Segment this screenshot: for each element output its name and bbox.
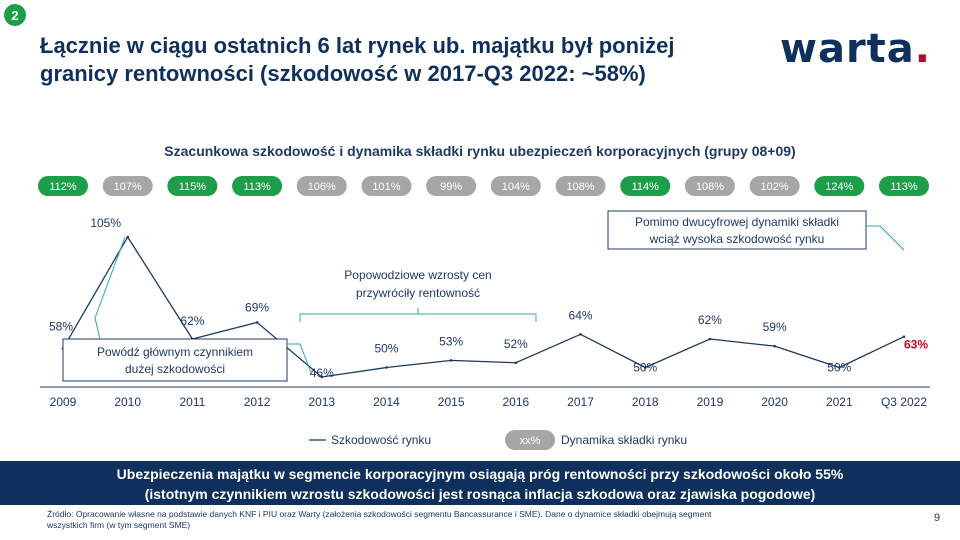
premium-growth-pill xyxy=(684,176,735,196)
premium-growth-pill xyxy=(490,176,541,196)
annotation-flood-pointer xyxy=(94,236,126,340)
premium-growth-label: 113% xyxy=(890,181,918,193)
loss-ratio-point xyxy=(449,359,453,362)
premium-growth-pill xyxy=(555,176,606,196)
annotation-flood-line-1: Powódź głównym czynnikiem xyxy=(97,345,253,359)
legend-badge-text: xx% xyxy=(520,435,541,447)
x-tick-label: 2020 xyxy=(761,395,788,409)
premium-growth-pill xyxy=(38,176,88,196)
premium-growth-pill xyxy=(102,176,153,196)
logo-text: warta xyxy=(780,26,915,72)
premium-growth-label: 124% xyxy=(825,181,853,193)
premium-growth-label: 108% xyxy=(696,181,724,193)
annotation-flood-box xyxy=(62,338,288,382)
loss-ratio-value-label: 69% xyxy=(245,300,269,314)
premium-growth-label: 114% xyxy=(632,181,660,193)
warta-logo: warta. xyxy=(780,26,931,72)
loss-ratio-point xyxy=(126,235,129,239)
loss-ratio-value-label: 50% xyxy=(633,361,657,375)
loss-ratio-value-label: 50% xyxy=(374,342,398,356)
premium-growth-label: 104% xyxy=(502,181,530,193)
key-message-bar: Ubezpieczenia majątku w segmencie korpor… xyxy=(0,461,960,505)
slide-title: Łącznie w ciągu ostatnich 6 lat rynek ub… xyxy=(40,33,675,86)
x-tick-label: 2015 xyxy=(438,395,465,409)
chart-canvas: 112% 107% 115% 113% 106% 101% 99% 104% 108% 114% 1… xyxy=(38,176,930,450)
loss-ratio-value-label: 62% xyxy=(180,314,204,328)
premium-growth-label: 112% xyxy=(49,181,77,193)
x-tick-label: 2014 xyxy=(373,395,400,409)
x-tick-label: 2009 xyxy=(50,395,77,409)
x-tick-label: 2012 xyxy=(244,395,271,409)
premium-growth-pill xyxy=(426,176,477,196)
premium-growth-pill xyxy=(814,176,865,196)
loss-ratio-value-label: 52% xyxy=(504,337,528,351)
premium-growth-pill xyxy=(167,176,218,196)
loss-ratio-value-label: 46% xyxy=(310,366,334,380)
annotation-premium-box xyxy=(607,210,867,250)
loss-ratio-point xyxy=(255,321,259,324)
premium-growth-pill xyxy=(361,176,412,196)
annotation-flood-line-2: dużej szkodowości xyxy=(125,362,225,376)
loss-ratio-line xyxy=(62,235,905,378)
loss-ratio-point xyxy=(708,337,712,341)
premium-growth-label: 115% xyxy=(179,181,207,193)
logo-dot: . xyxy=(914,26,931,72)
premium-growth-pill xyxy=(232,176,283,196)
loss-ratio-value-label: 59% xyxy=(763,320,787,334)
page-number: 9 xyxy=(934,512,941,524)
premium-growth-pill xyxy=(749,176,800,196)
key-message-line-1: Ubezpieczenia majątku w segmencie korpor… xyxy=(116,466,844,482)
loss-ratio-value-label: 53% xyxy=(439,334,463,348)
x-tick-label: 2011 xyxy=(179,395,205,409)
premium-growth-pill xyxy=(620,176,671,196)
x-tick-label: 2018 xyxy=(632,395,659,409)
annotation-premium-line-2: wciąż wysoka szkodowość rynku xyxy=(649,232,825,246)
premium-growth-label: 99% xyxy=(440,181,462,193)
x-tick-label: 2010 xyxy=(114,395,141,409)
annotation-recovery-line-2: przywróciły rentowność xyxy=(356,286,480,300)
annotation-premium-line-1: Pomimo dwucyfrowej dynamiki składki xyxy=(635,215,839,229)
chart-title: Szacunkowa szkodowość i dynamika składki… xyxy=(164,143,796,159)
loss-ratio-value-label: 58% xyxy=(49,320,73,334)
loss-ratio-value-label: 64% xyxy=(569,308,593,322)
loss-ratio-value-label: 50% xyxy=(827,361,851,375)
premium-growth-pill xyxy=(879,176,929,196)
loss-ratio-point xyxy=(902,335,906,338)
loss-ratio-point xyxy=(838,366,841,369)
legend-line-label: Szkodowość rynku xyxy=(331,433,431,447)
annotation-recovery-bracket xyxy=(299,308,537,322)
legend-badge-swatch xyxy=(505,430,555,450)
loss-ratio-point xyxy=(579,332,582,336)
annotation-premium-pointer xyxy=(866,225,905,251)
loss-ratio-point xyxy=(773,344,776,348)
premium-growth-label: 107% xyxy=(114,181,142,193)
premium-growth-label: 102% xyxy=(761,181,789,193)
loss-ratio-point xyxy=(385,366,388,369)
loss-ratio-point xyxy=(514,361,518,365)
annotation-flood-pointer-2 xyxy=(287,343,313,376)
legend-badge-label: Dynamika składki rynku xyxy=(561,433,687,447)
annotation-recovery-line-1: Popowodziowe wzrosty cen xyxy=(344,268,491,282)
x-tick-label: 2013 xyxy=(308,395,335,409)
x-tick-label: Q3 2022 xyxy=(881,395,927,409)
loss-ratio-point xyxy=(643,366,647,369)
x-tick-label: 2016 xyxy=(502,395,529,409)
loss-ratio-value-label: 63% xyxy=(904,338,928,352)
x-tick-label: 2017 xyxy=(567,395,594,409)
loss-ratio-value-label: 105% xyxy=(90,216,121,230)
loss-ratio-value-label: 62% xyxy=(698,313,722,327)
key-message-line-2: (istotnym czynnikiem wzrostu szkodowości… xyxy=(144,486,816,502)
premium-growth-pill xyxy=(296,176,347,196)
x-tick-label: 2021 xyxy=(826,395,853,409)
x-tick-label: 2019 xyxy=(697,395,724,409)
premium-growth-label: 106% xyxy=(308,181,336,193)
premium-growth-label: 108% xyxy=(566,181,594,193)
slide-number-badge: 2 xyxy=(4,4,26,26)
loss-ratio-point xyxy=(320,375,324,379)
premium-growth-label: 101% xyxy=(372,181,400,193)
premium-growth-label: 113% xyxy=(243,181,271,193)
source-note: Źródło: Opracowanie własne na podstawie … xyxy=(47,509,712,530)
